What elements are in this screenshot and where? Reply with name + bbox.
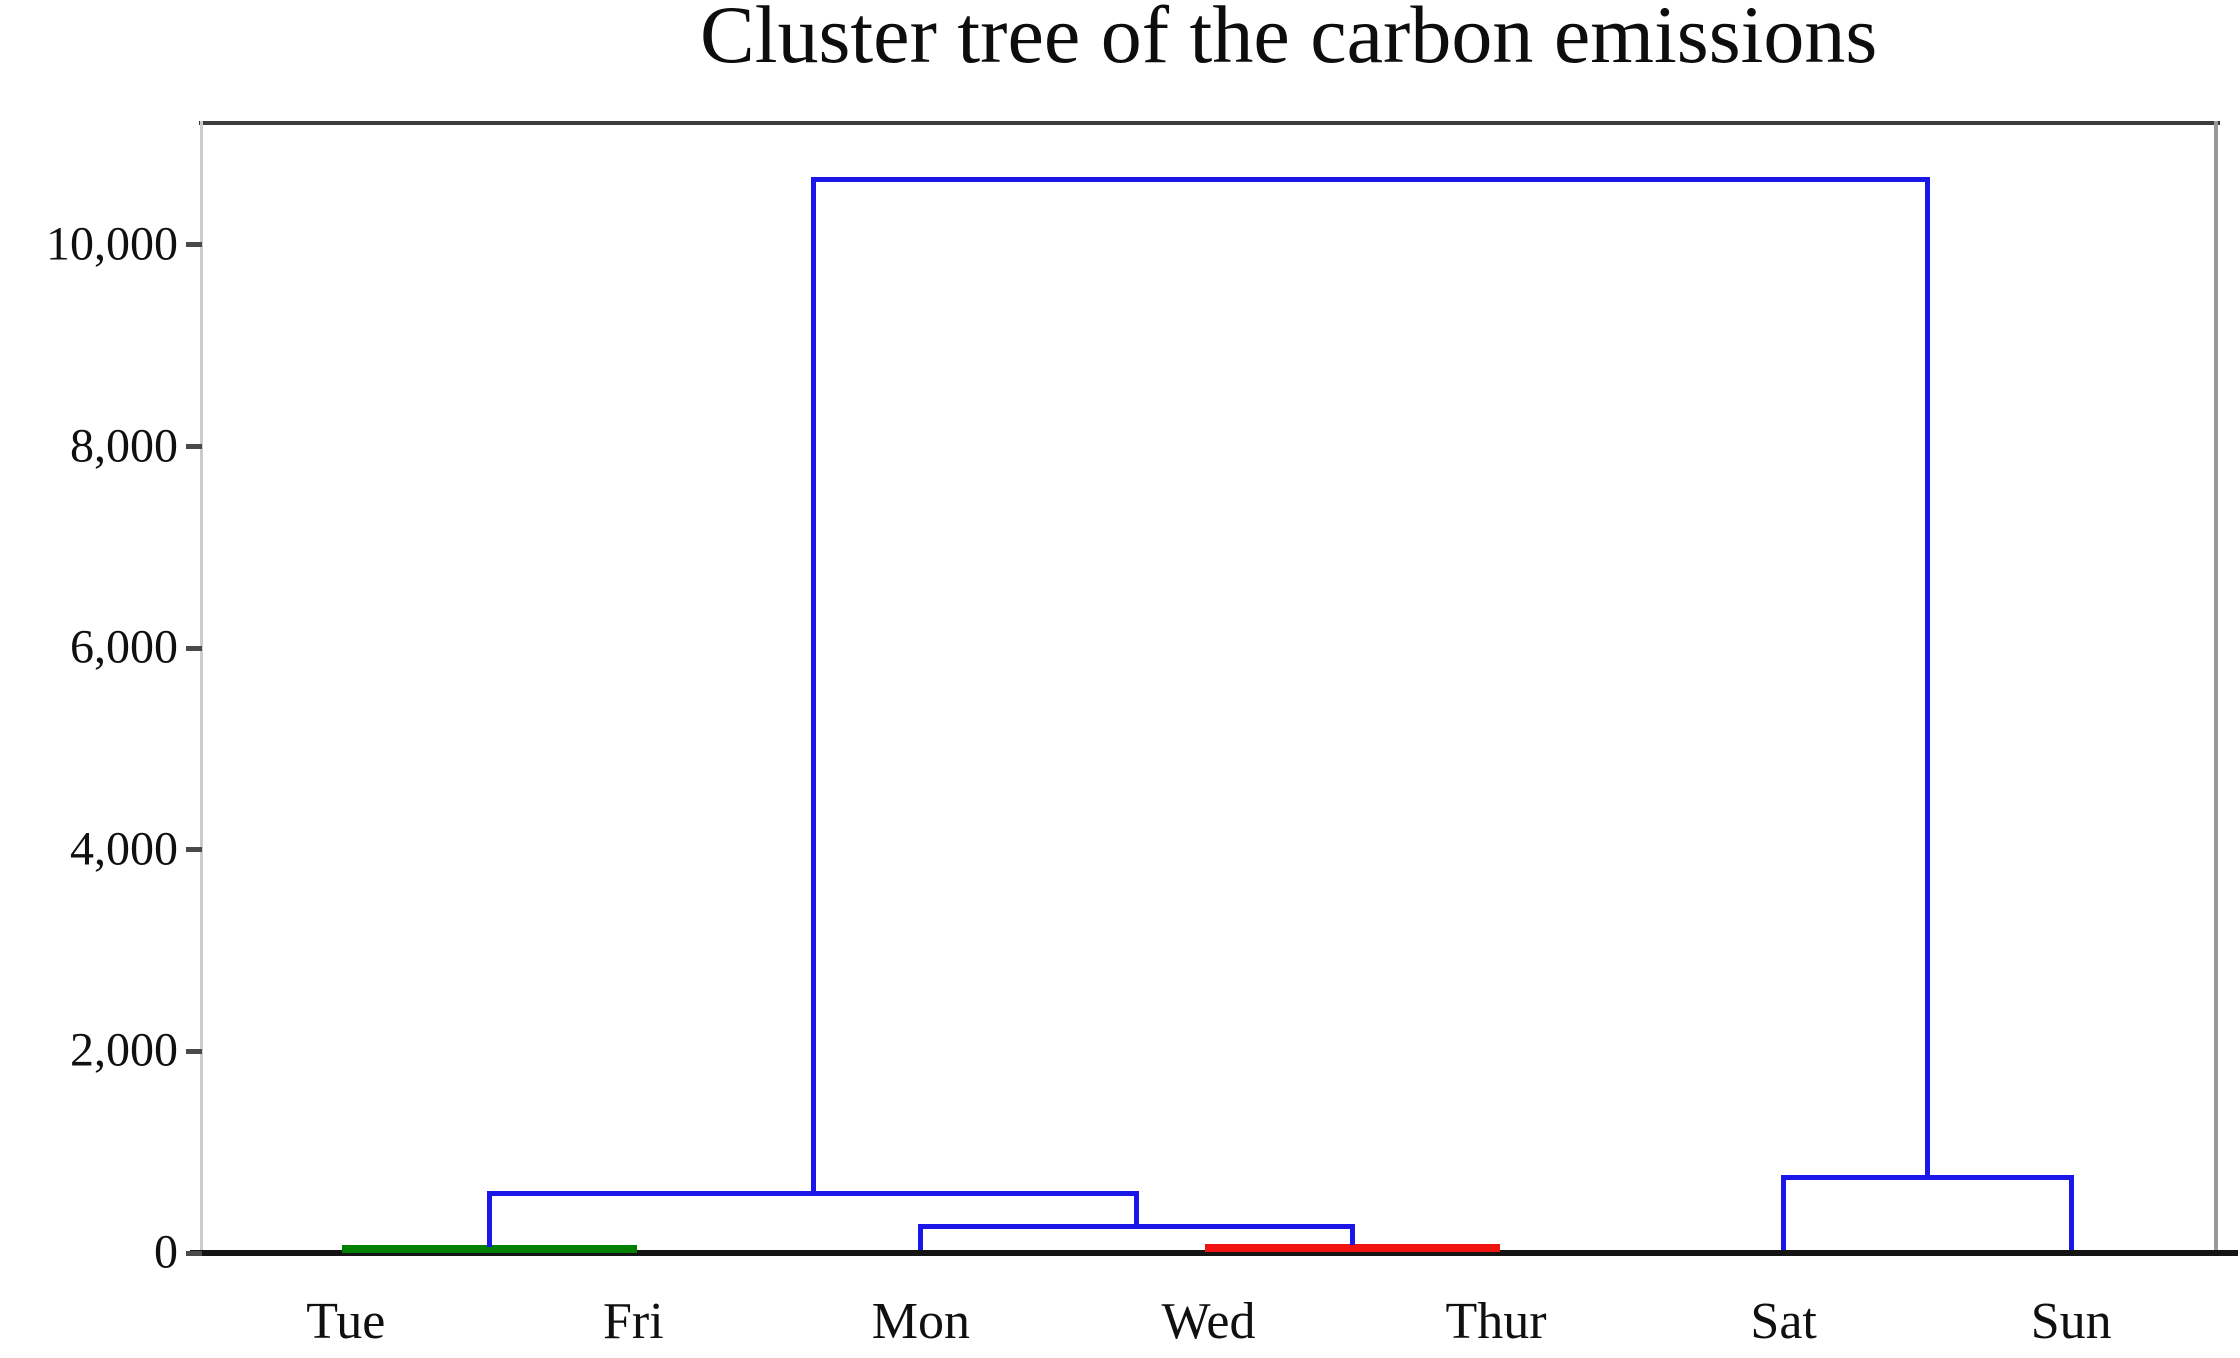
x-axis-baseline [190,1250,2238,1256]
x-axis-label-wed: Wed [1161,1293,1256,1350]
dendrogram-link-C3-horizontal [918,1224,1355,1230]
x-axis-label-sun: Sun [2030,1293,2112,1350]
dendrogram-link-C1-vertical-right [629,1245,638,1249]
y-tick-mark [186,1048,202,1054]
dendrogram-link-C5-horizontal [1781,1174,2074,1180]
dendrogram-link-C4-vertical-right [1134,1191,1140,1225]
y-tick-label: 10,000 [46,217,178,271]
y-tick-mark [186,444,202,450]
dendrogram-link-C3-vertical-right [1349,1224,1355,1246]
y-tick-label: 2,000 [70,1023,178,1077]
dendrogram-link-C1-horizontal [341,1245,638,1254]
plot-frame-left [200,121,203,1253]
dendrogram-link-C2-horizontal [1204,1243,1501,1252]
y-tick-mark [186,645,202,651]
y-tick-label: 0 [154,1225,178,1279]
x-axis-label-thur: Thur [1445,1293,1547,1350]
y-tick-mark [186,1250,202,1256]
x-axis-label-mon: Mon [871,1293,971,1350]
x-axis-label-sat: Sat [1750,1293,1817,1350]
y-tick-label: 4,000 [70,822,178,876]
y-tick-mark [186,242,202,248]
dendrogram-link-C3-vertical-left [918,1224,924,1251]
dendrogram-link-C4-horizontal [487,1191,1140,1197]
chart-title: Cluster tree of the carbon emissions [700,0,1878,80]
dendrogram-link-C6-vertical-right [1924,176,1930,1175]
plot-frame-top [199,121,2220,125]
dendrogram-link-C2-vertical-left [1204,1243,1213,1249]
y-tick-label: 8,000 [70,418,178,472]
y-tick-label: 6,000 [70,620,178,674]
dendrogram-link-C6-vertical-left [810,176,816,1191]
dendrogram-link-C1-vertical-left [341,1245,350,1249]
dendrogram-link-C6-horizontal [810,176,1930,182]
plot-frame-right [2214,121,2218,1253]
x-axis-label-fri: Fri [603,1293,664,1350]
dendrogram-link-C4-vertical-left [487,1191,493,1247]
y-tick-mark [186,847,202,853]
x-axis-label-tue: Tue [306,1293,386,1350]
dendrogram-link-C5-vertical-right [2068,1174,2074,1251]
dendrogram-link-C2-vertical-right [1492,1243,1501,1249]
dendrogram-link-C5-vertical-left [1781,1174,1787,1251]
